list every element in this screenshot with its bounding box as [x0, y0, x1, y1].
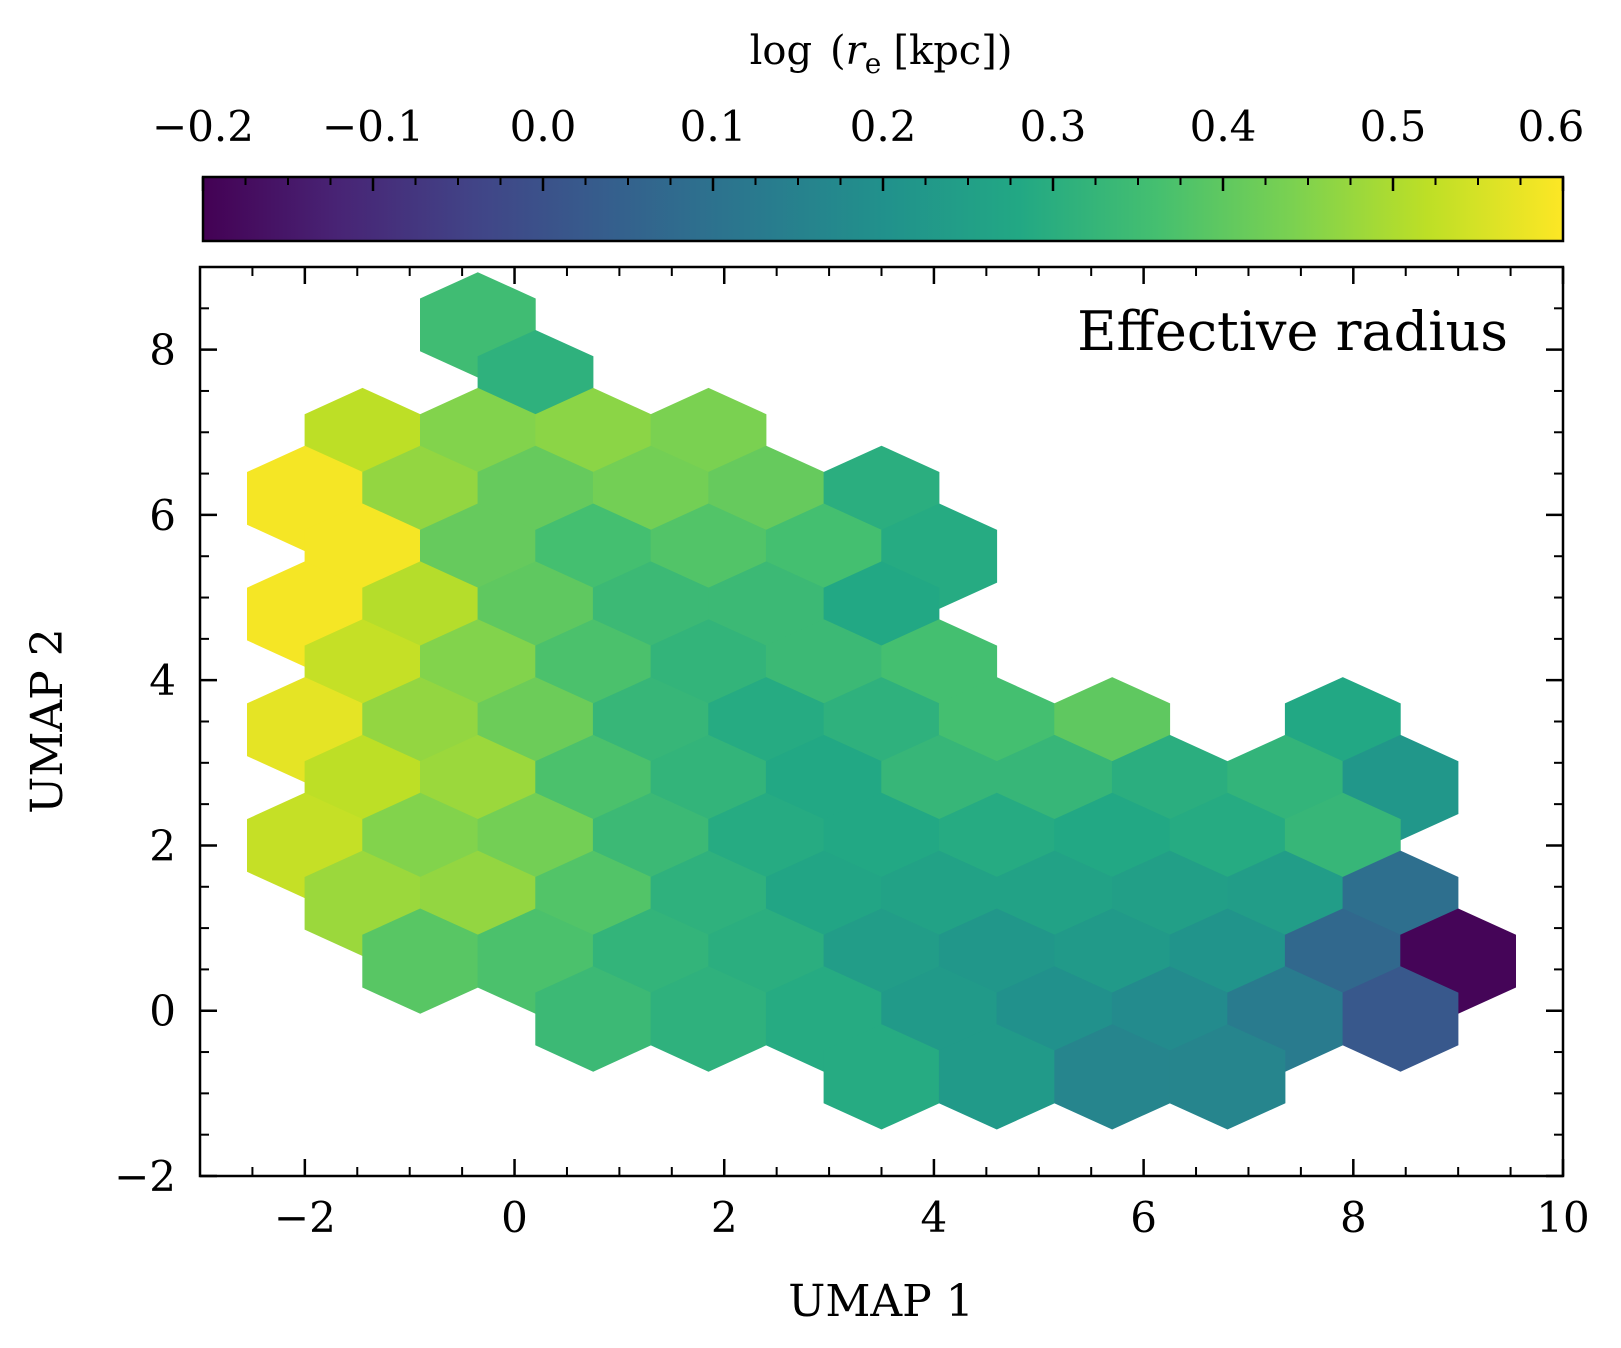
y-tick-label: 0 — [149, 987, 176, 1036]
colorbar-tick-label: −0.1 — [322, 102, 424, 151]
y-tick-label: 2 — [149, 821, 176, 870]
colorbar-label: log (re [kpc]) — [750, 28, 1013, 80]
x-axis-label: UMAP 1 — [788, 1276, 974, 1327]
colorbar: −0.2 −0.1 0.0 0.1 0.2 0.3 0.4 0.5 0.6 — [152, 102, 1584, 243]
x-tick-labels: −2 0 2 4 6 8 10 — [274, 1193, 1590, 1242]
colorbar-tick-label: 0.2 — [850, 102, 917, 151]
x-tick-label: 2 — [711, 1193, 738, 1242]
x-tick-label: 6 — [1130, 1193, 1157, 1242]
hexbin-cell-80 — [650, 966, 767, 1072]
colorbar-tick-label: 0.3 — [1020, 102, 1087, 151]
hexbin-cell-89 — [1054, 1024, 1171, 1130]
x-tick-label: 4 — [921, 1193, 948, 1242]
x-tick-label: −2 — [274, 1193, 336, 1242]
colorbar-tick-label: 0.6 — [1518, 102, 1585, 151]
y-tick-label: −2 — [114, 1152, 176, 1201]
hexbin-cells — [247, 272, 1516, 1130]
colorbar-tick-label: 0.1 — [680, 102, 747, 151]
y-tick-label: 6 — [149, 491, 176, 540]
hexbin-cell-87 — [823, 1024, 940, 1130]
axis-ticks — [199, 266, 1565, 1178]
y-axis-label: UMAP 2 — [22, 628, 73, 814]
colorbar-ticks — [201, 177, 1565, 191]
plot-area: −2 0 2 4 6 8 10 −2 0 2 4 6 8 Effective radius — [114, 265, 1590, 1242]
y-tick-label: 4 — [149, 656, 176, 705]
colorbar-tick-label: −0.2 — [152, 102, 254, 151]
panel-annotation: Effective radius — [1077, 300, 1508, 363]
x-tick-label: 10 — [1536, 1193, 1589, 1242]
colorbar-tick-labels: −0.2 −0.1 0.0 0.1 0.2 0.3 0.4 0.5 0.6 — [152, 102, 1584, 151]
hexbin-cell-79 — [535, 966, 652, 1072]
y-tick-label: 8 — [149, 326, 176, 375]
colorbar-tick-label: 0.4 — [1190, 102, 1257, 151]
hexbin-cell-88 — [938, 1024, 1055, 1130]
colorbar-tick-label: 0.5 — [1360, 102, 1427, 151]
colorbar-tick-label: 0.0 — [510, 102, 577, 151]
x-tick-label: 0 — [501, 1193, 528, 1242]
hexbin-cell-69 — [362, 908, 479, 1014]
hexbin-cell-90 — [1169, 1024, 1286, 1130]
y-tick-labels: −2 0 2 4 6 8 — [114, 326, 176, 1201]
hexbin-cell-86 — [1342, 966, 1459, 1072]
x-tick-label: 8 — [1340, 1193, 1367, 1242]
